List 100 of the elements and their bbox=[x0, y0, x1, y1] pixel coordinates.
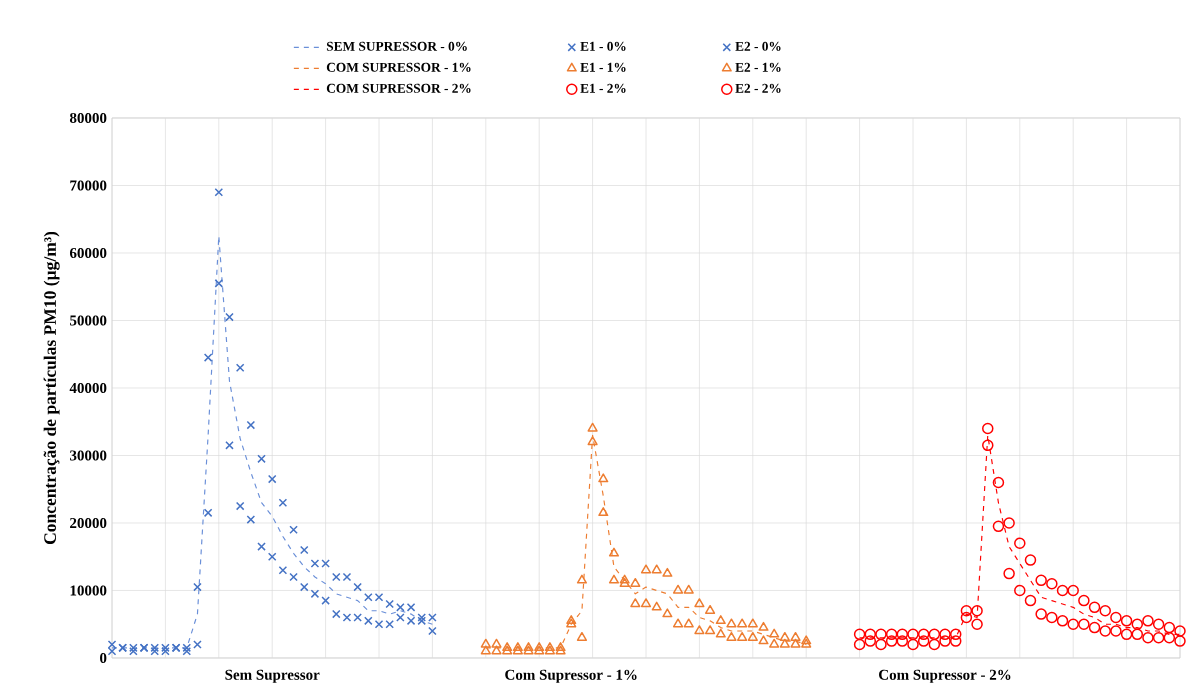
y-tick-label: 50000 bbox=[70, 315, 107, 326]
point bbox=[332, 609, 341, 619]
point bbox=[598, 473, 609, 483]
point bbox=[203, 508, 213, 518]
point bbox=[1163, 621, 1176, 634]
point bbox=[971, 618, 983, 630]
point bbox=[1067, 584, 1079, 597]
point bbox=[982, 422, 994, 435]
point bbox=[299, 545, 309, 555]
point bbox=[310, 559, 320, 568]
point bbox=[672, 618, 684, 628]
point bbox=[587, 422, 598, 432]
point bbox=[992, 520, 1005, 533]
point bbox=[129, 646, 138, 656]
point bbox=[289, 525, 298, 535]
point bbox=[949, 628, 962, 641]
point bbox=[1099, 604, 1111, 617]
point bbox=[364, 592, 373, 602]
point bbox=[1014, 537, 1026, 549]
point bbox=[1152, 631, 1165, 644]
point bbox=[417, 613, 427, 622]
point bbox=[257, 542, 266, 551]
point bbox=[193, 582, 202, 592]
point bbox=[267, 474, 277, 484]
point bbox=[1174, 625, 1186, 637]
point bbox=[576, 574, 588, 584]
point bbox=[982, 439, 994, 452]
x-tick-label: Com Supressor - 1% bbox=[505, 669, 637, 683]
legend-label: E1 - 1% bbox=[580, 62, 626, 72]
point bbox=[257, 454, 266, 464]
point bbox=[1120, 628, 1133, 641]
point bbox=[630, 598, 641, 608]
point bbox=[1120, 615, 1133, 627]
y-tick-label: 40000 bbox=[69, 382, 107, 394]
point bbox=[321, 596, 330, 605]
point bbox=[960, 611, 973, 624]
point bbox=[1174, 635, 1186, 647]
point bbox=[353, 613, 362, 622]
point bbox=[1163, 631, 1176, 644]
legend-label: E1 - 0% bbox=[580, 41, 626, 51]
point bbox=[896, 628, 909, 641]
point bbox=[246, 515, 256, 524]
point bbox=[107, 640, 117, 649]
y-tick-label: 0 bbox=[100, 652, 107, 664]
point bbox=[396, 603, 405, 612]
point bbox=[992, 476, 1005, 489]
point bbox=[662, 608, 673, 618]
point bbox=[278, 498, 288, 508]
point bbox=[161, 646, 170, 656]
point bbox=[1003, 567, 1015, 580]
y-tick-label: 80000 bbox=[69, 112, 107, 124]
point bbox=[737, 631, 748, 641]
point bbox=[1056, 584, 1069, 597]
point bbox=[428, 626, 437, 636]
point bbox=[1024, 554, 1037, 566]
point bbox=[214, 279, 224, 288]
point bbox=[364, 616, 373, 626]
point bbox=[321, 559, 330, 568]
legend-label: COM SUPRESSOR - 1% bbox=[326, 62, 471, 72]
y-axis-title: Concentração de partículas PM10 (µg/m³) bbox=[43, 231, 60, 544]
point bbox=[491, 638, 502, 648]
point bbox=[715, 615, 726, 625]
point bbox=[672, 584, 684, 594]
point bbox=[428, 613, 437, 622]
point bbox=[353, 582, 362, 592]
point bbox=[640, 564, 652, 574]
point bbox=[758, 621, 769, 631]
point bbox=[885, 635, 898, 647]
point bbox=[1003, 517, 1015, 529]
point bbox=[1024, 594, 1037, 607]
point bbox=[406, 603, 416, 612]
point bbox=[385, 599, 394, 609]
point bbox=[267, 552, 277, 562]
point bbox=[1131, 628, 1144, 641]
point bbox=[246, 420, 256, 430]
point bbox=[651, 564, 662, 574]
point bbox=[129, 643, 138, 653]
point bbox=[289, 572, 298, 582]
point bbox=[480, 645, 491, 655]
point bbox=[1142, 615, 1154, 627]
point bbox=[928, 628, 941, 641]
point bbox=[342, 613, 352, 622]
legend-label: SEM SUPRESSOR - 0% bbox=[326, 41, 467, 51]
point bbox=[651, 601, 662, 611]
point bbox=[406, 616, 416, 626]
point bbox=[203, 353, 213, 362]
legend-label: E2 - 2% bbox=[735, 83, 781, 93]
point bbox=[853, 638, 866, 651]
point bbox=[193, 640, 202, 649]
point bbox=[928, 638, 941, 651]
point bbox=[396, 613, 405, 622]
point bbox=[907, 638, 919, 651]
point bbox=[715, 628, 726, 638]
point bbox=[1035, 608, 1047, 620]
legend-label: E2 - 1% bbox=[735, 62, 781, 72]
point bbox=[235, 501, 245, 511]
point bbox=[683, 618, 694, 628]
point bbox=[299, 582, 309, 592]
point bbox=[1046, 577, 1058, 590]
x-tick-label: Com Supressor - 2% bbox=[879, 669, 1011, 683]
